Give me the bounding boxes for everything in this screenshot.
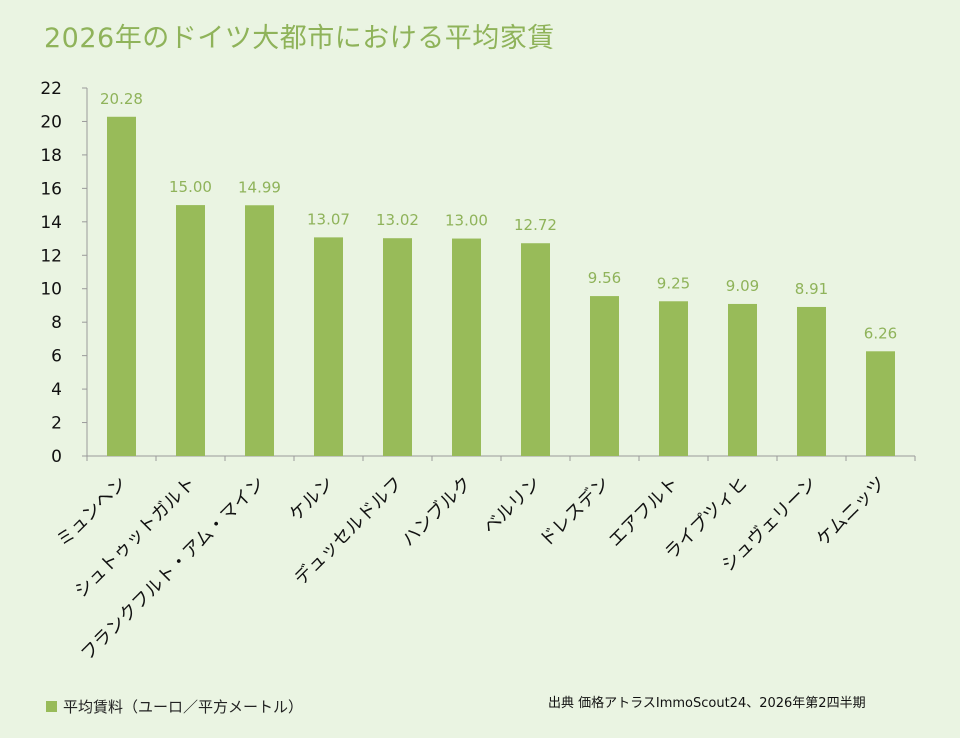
bar <box>590 296 619 456</box>
data-label: 6.26 <box>864 324 897 342</box>
y-tick-label: 20 <box>40 112 62 132</box>
data-label: 13.00 <box>445 212 488 230</box>
source-note: 出典 価格アトラスImmoScout24、2026年第2四半期 <box>548 696 866 711</box>
category-label: ケルン <box>285 473 338 526</box>
bar <box>452 238 481 456</box>
chart-data-labels: 20.28 15.00 14.99 13.07 13.02 13.00 12.72 9.56 9… <box>100 90 897 343</box>
category-label: ハンブルク <box>397 472 476 551</box>
data-label: 9.56 <box>588 269 621 287</box>
y-tick-label: 4 <box>51 380 62 400</box>
y-tick-label: 2 <box>51 414 62 434</box>
bar <box>245 205 274 456</box>
category-label: ベルリン <box>479 473 545 539</box>
data-label: 15.00 <box>169 178 212 196</box>
data-label: 9.25 <box>657 274 690 292</box>
bar <box>797 306 826 456</box>
y-tick-label: 16 <box>40 179 62 199</box>
chart-y-ticks: 0 2 4 6 8 10 12 14 16 18 20 22 <box>40 79 87 467</box>
bar <box>383 238 412 456</box>
legend-label: 平均賃料（ユーロ／平方メートル） <box>63 698 304 716</box>
y-tick-label: 22 <box>40 79 62 99</box>
y-tick-label: 10 <box>40 280 62 300</box>
bar <box>521 243 550 456</box>
bar <box>659 301 688 456</box>
y-tick-label: 8 <box>51 313 62 333</box>
chart-axes <box>86 88 916 461</box>
data-label: 9.09 <box>726 277 759 295</box>
bar <box>866 351 895 456</box>
chart-bars <box>107 116 895 457</box>
category-label: ケムニッツ <box>812 473 890 551</box>
y-tick-label: 0 <box>51 447 62 467</box>
legend-swatch <box>46 701 57 712</box>
data-label: 20.28 <box>100 90 143 108</box>
data-label: 8.91 <box>795 280 828 298</box>
bar <box>107 116 136 457</box>
data-label: 13.07 <box>307 210 350 228</box>
chart-legend: 平均賃料（ユーロ／平方メートル） <box>46 696 303 717</box>
category-label: ドレスデン <box>536 473 614 551</box>
bar <box>314 237 343 456</box>
y-tick-label: 14 <box>40 213 62 233</box>
category-label: シュトゥットガルト <box>71 473 200 602</box>
data-label: 14.99 <box>238 178 281 196</box>
y-tick-label: 18 <box>40 146 62 166</box>
chart-title: 2026年のドイツ大都市における平均家賃 <box>44 23 555 54</box>
y-tick-label: 12 <box>40 246 62 266</box>
bar <box>728 303 757 456</box>
bar <box>176 205 205 456</box>
data-label: 12.72 <box>514 216 557 234</box>
data-label: 13.02 <box>376 211 419 229</box>
y-tick-label: 6 <box>51 347 62 367</box>
